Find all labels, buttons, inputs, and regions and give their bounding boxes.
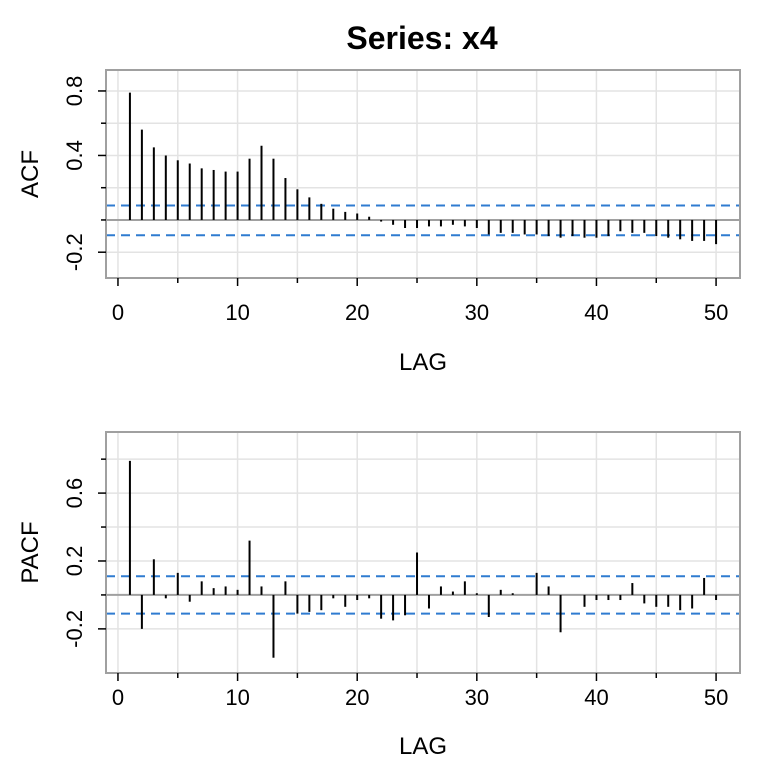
- pacf-xtick-label: 0: [112, 685, 124, 710]
- pacf-xtick-label: 40: [584, 685, 608, 710]
- pacf-panel: 0 10 20 30 40 50 -0.2 0.2 0.6 LAG PACF: [17, 431, 741, 760]
- pacf-xtick-label: 50: [704, 685, 728, 710]
- pacf-xtick-label: 10: [225, 685, 249, 710]
- acf-xtick-label: 40: [584, 300, 608, 325]
- pacf-ylabel: PACF: [17, 521, 44, 583]
- acf-xtick-label: 0: [112, 300, 124, 325]
- acf-ytick-label: 0.4: [62, 140, 87, 171]
- acf-xlabel: LAG: [399, 349, 447, 376]
- acf-ylabel: ACF: [17, 150, 44, 198]
- pacf-ytick-label: -0.2: [62, 610, 87, 648]
- acf-xtick-label: 50: [704, 300, 728, 325]
- pacf-ytick-label: 0.6: [62, 478, 87, 509]
- acf-ytick-label: 0.8: [62, 76, 87, 107]
- pacf-xlabel: LAG: [399, 733, 447, 760]
- acf-panel: 0 10 20 30 40 50 -0.2 0.4 0.8 LAG ACF: [17, 69, 741, 376]
- pacf-frame: [105, 431, 741, 674]
- acf-frame: [105, 69, 741, 279]
- pacf-xtick-label: 30: [465, 685, 489, 710]
- acf-xtick-label: 20: [345, 300, 369, 325]
- pacf-ytick-label: 0.2: [62, 546, 87, 577]
- chart-title: Series: x4: [346, 20, 497, 56]
- acf-ytick-label: -0.2: [62, 233, 87, 271]
- pacf-xtick-label: 20: [345, 685, 369, 710]
- acf-xtick-label: 30: [465, 300, 489, 325]
- acf-xtick-label: 10: [225, 300, 249, 325]
